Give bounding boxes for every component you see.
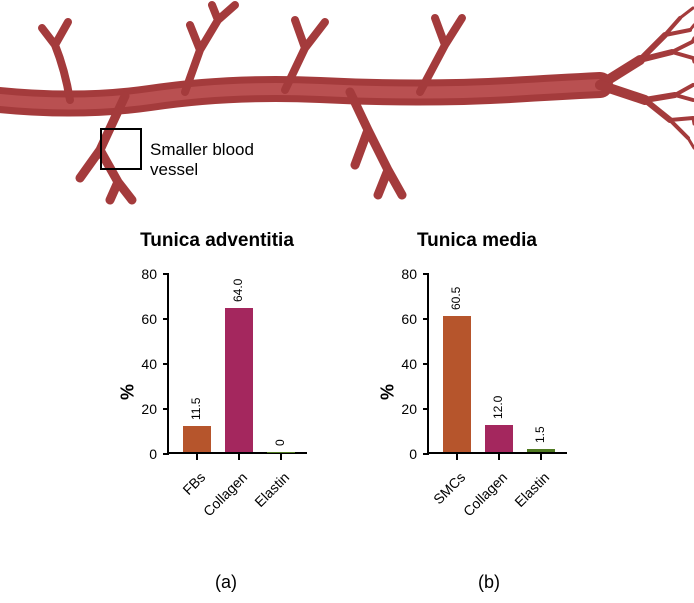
- bar: [527, 449, 555, 452]
- callout-label-line1: Smaller blood: [150, 140, 254, 159]
- bar: [225, 308, 253, 452]
- ytick-label: 60: [401, 311, 417, 327]
- ytick-label: 60: [141, 311, 157, 327]
- bar-value-label: 60.5: [449, 287, 463, 310]
- bar-value-label: 11.5: [189, 398, 203, 420]
- bar-value-label: 64.0: [231, 279, 245, 302]
- chart-b: Tunica media % 02040608060.5SMCs12.0Coll…: [372, 230, 582, 519]
- ytick-label: 20: [141, 401, 157, 417]
- ytick-label: 20: [401, 401, 417, 417]
- chart-a-frame: % 02040608011.5FBs64.0Collagen0Elastin: [112, 264, 322, 519]
- callout-label-line2: vessel: [150, 160, 198, 179]
- vessel-illustration: Smaller blood vessel: [0, 0, 694, 215]
- callout-box: [100, 128, 142, 170]
- bar-value-label: 12.0: [491, 396, 505, 419]
- chart-a-ylabel: %: [118, 383, 139, 399]
- caption-b: (b): [478, 572, 500, 593]
- charts-row: Tunica adventitia % 02040608011.5FBs64.0…: [0, 230, 694, 519]
- bar-value-label: 1.5: [533, 426, 547, 443]
- ytick: [163, 408, 169, 410]
- chart-a-title: Tunica adventitia: [140, 230, 294, 252]
- chart-b-frame: % 02040608060.5SMCs12.0Collagen1.5Elasti…: [372, 264, 582, 519]
- ytick: [423, 453, 429, 455]
- ytick-label: 0: [149, 446, 157, 462]
- chart-a: Tunica adventitia % 02040608011.5FBs64.0…: [112, 230, 322, 519]
- bar: [485, 425, 513, 452]
- xtick: [456, 454, 458, 460]
- chart-a-plot: 02040608011.5FBs64.0Collagen0Elastin: [167, 274, 307, 454]
- chart-b-ylabel: %: [378, 383, 399, 399]
- xtick: [540, 454, 542, 460]
- chart-b-title: Tunica media: [417, 230, 537, 252]
- xtick: [498, 454, 500, 460]
- ytick-label: 80: [141, 266, 157, 282]
- ytick: [423, 273, 429, 275]
- ytick-label: 40: [141, 356, 157, 372]
- ytick: [163, 273, 169, 275]
- ytick: [163, 363, 169, 365]
- callout-label: Smaller blood vessel: [150, 140, 254, 179]
- bar: [183, 426, 211, 452]
- ytick: [423, 363, 429, 365]
- ytick-label: 80: [401, 266, 417, 282]
- ytick: [423, 408, 429, 410]
- bar: [267, 452, 295, 453]
- chart-b-plot: 02040608060.5SMCs12.0Collagen1.5Elastin: [427, 274, 567, 454]
- ytick: [423, 318, 429, 320]
- bar-value-label: 0: [273, 439, 287, 446]
- vessel-svg: [0, 0, 694, 215]
- xtick: [280, 454, 282, 460]
- ytick-label: 0: [409, 446, 417, 462]
- bar: [443, 316, 471, 452]
- ytick: [163, 318, 169, 320]
- xtick: [196, 454, 198, 460]
- ytick-label: 40: [401, 356, 417, 372]
- caption-a: (a): [215, 572, 237, 593]
- xtick: [238, 454, 240, 460]
- ytick: [163, 453, 169, 455]
